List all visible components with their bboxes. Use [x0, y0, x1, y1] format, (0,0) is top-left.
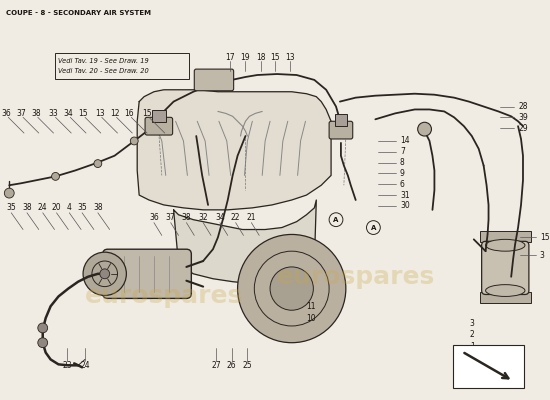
Text: 20: 20 [52, 203, 61, 212]
Text: 29: 29 [518, 124, 527, 133]
Text: 34: 34 [63, 109, 73, 118]
Text: 19: 19 [241, 53, 250, 62]
Text: eurospares: eurospares [277, 265, 435, 289]
Text: 15: 15 [270, 53, 280, 62]
Text: 32: 32 [199, 213, 208, 222]
Text: 3: 3 [470, 318, 475, 328]
Text: 26: 26 [227, 361, 236, 370]
Text: Vedi Tav. 20 - See Draw. 20: Vedi Tav. 20 - See Draw. 20 [58, 68, 149, 74]
Text: 1: 1 [470, 342, 475, 351]
FancyBboxPatch shape [103, 249, 191, 298]
FancyBboxPatch shape [152, 110, 166, 122]
Text: 38: 38 [182, 213, 191, 222]
Text: 18: 18 [256, 53, 266, 62]
Text: 16: 16 [124, 109, 134, 118]
Text: A: A [333, 217, 339, 223]
Text: 6: 6 [400, 180, 405, 189]
Text: 35: 35 [77, 203, 87, 212]
Text: 13: 13 [95, 109, 104, 118]
Text: 7: 7 [400, 147, 405, 156]
Text: 3: 3 [540, 251, 544, 260]
FancyBboxPatch shape [194, 69, 234, 91]
Text: 30: 30 [400, 202, 410, 210]
FancyBboxPatch shape [329, 121, 353, 139]
Text: 8: 8 [400, 158, 405, 167]
FancyBboxPatch shape [480, 292, 531, 303]
Text: 15: 15 [540, 233, 549, 242]
Polygon shape [174, 200, 316, 284]
FancyBboxPatch shape [480, 230, 531, 242]
Text: 39: 39 [518, 113, 528, 122]
Circle shape [130, 137, 138, 145]
FancyBboxPatch shape [453, 345, 524, 388]
Text: 38: 38 [93, 203, 103, 212]
Text: 11: 11 [306, 302, 316, 311]
Text: 4: 4 [67, 203, 72, 212]
Text: 37: 37 [166, 213, 175, 222]
Text: 24: 24 [38, 203, 47, 212]
Circle shape [38, 323, 48, 333]
Text: 38: 38 [22, 203, 32, 212]
Text: A: A [371, 224, 376, 230]
Text: 27: 27 [211, 361, 221, 370]
Ellipse shape [486, 239, 525, 251]
Text: 37: 37 [16, 109, 26, 118]
Circle shape [238, 234, 346, 343]
Text: 24: 24 [80, 361, 90, 370]
Text: 15: 15 [142, 109, 152, 118]
Text: 13: 13 [285, 53, 295, 62]
Circle shape [100, 269, 109, 279]
Text: 12: 12 [110, 109, 119, 118]
Text: 38: 38 [31, 109, 41, 118]
Text: 2: 2 [470, 330, 475, 339]
Text: 35: 35 [7, 203, 16, 212]
Text: 22: 22 [231, 213, 240, 222]
Text: 25: 25 [243, 361, 252, 370]
Text: 17: 17 [225, 53, 234, 62]
FancyBboxPatch shape [482, 241, 529, 294]
FancyBboxPatch shape [145, 117, 173, 135]
Text: 23: 23 [63, 361, 72, 370]
Text: Vedi Tav. 19 - See Draw. 19: Vedi Tav. 19 - See Draw. 19 [58, 58, 149, 64]
Text: eurospares: eurospares [85, 284, 243, 308]
Text: 33: 33 [48, 109, 58, 118]
Circle shape [270, 267, 314, 310]
Text: 9: 9 [400, 169, 405, 178]
Text: 31: 31 [400, 190, 410, 200]
Circle shape [38, 338, 48, 348]
Text: 10: 10 [306, 314, 316, 322]
Text: 14: 14 [400, 136, 410, 146]
Text: 28: 28 [518, 102, 527, 111]
Ellipse shape [486, 285, 525, 296]
Polygon shape [137, 90, 331, 210]
Circle shape [4, 188, 14, 198]
Circle shape [83, 252, 126, 296]
Text: 15: 15 [78, 109, 88, 118]
Circle shape [417, 122, 431, 136]
Circle shape [52, 172, 59, 180]
Text: COUPE - 8 - SECONDARY AIR SYSTEM: COUPE - 8 - SECONDARY AIR SYSTEM [6, 10, 151, 16]
FancyBboxPatch shape [335, 114, 347, 126]
Text: 36: 36 [149, 213, 159, 222]
Text: 34: 34 [215, 213, 225, 222]
Text: 21: 21 [246, 213, 256, 222]
Text: 36: 36 [2, 109, 11, 118]
Circle shape [94, 160, 102, 168]
